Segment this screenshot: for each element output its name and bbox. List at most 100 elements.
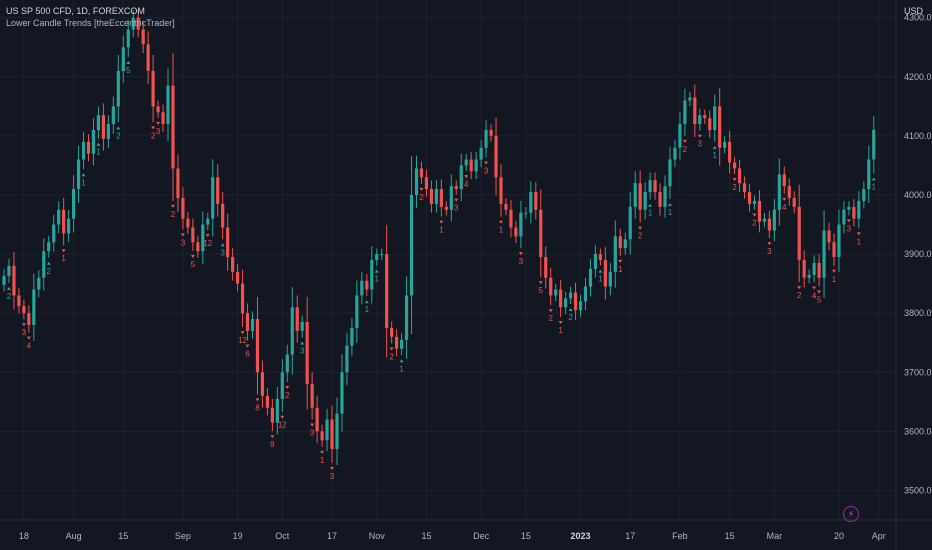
candle-body [484, 130, 488, 148]
candle-body [91, 130, 96, 154]
price-axis[interactable]: 3500.0 3600.0 3700.0 3800.0 3900.0 4000.0 4100… [904, 13, 932, 496]
candle [370, 246, 374, 304]
trend-marker: 3 [181, 233, 186, 247]
candle [221, 192, 225, 240]
trend-count-label: 1 [558, 326, 563, 335]
candle-body [578, 301, 583, 311]
candle [71, 175, 76, 233]
candle-body [534, 192, 538, 210]
candle-body [260, 372, 265, 396]
candle-body [867, 159, 871, 190]
trend-marker: 9 [270, 435, 275, 449]
candle [578, 294, 583, 317]
candle [673, 140, 677, 168]
triangle-up-icon [871, 177, 876, 181]
trend-marker: 1 [375, 269, 380, 284]
candle-body [86, 141, 91, 154]
candle [245, 303, 250, 341]
candle-body [653, 180, 657, 193]
triangle-up-icon [6, 287, 11, 291]
candle-body [52, 224, 56, 243]
candle [638, 170, 642, 223]
trend-count-label: 1 [365, 305, 370, 314]
time-tick-label: Apr [872, 531, 886, 541]
trend-count-label: 5 [539, 286, 544, 295]
trend-count-label: 12 [238, 336, 247, 345]
trend-count-label: 1 [81, 178, 86, 187]
candle [693, 84, 697, 137]
triangle-down-icon [205, 234, 210, 238]
trend-count-label: 2 [116, 131, 121, 140]
triangle-up-icon [399, 359, 404, 363]
candle [439, 179, 443, 217]
triangle-down-icon [310, 423, 315, 427]
trend-count-label: 3 [220, 248, 225, 257]
candle-body [196, 242, 200, 252]
candle-body [772, 209, 776, 231]
symbol-title[interactable]: US SP 500 CFD, 1D, FOREXCOM [6, 6, 145, 16]
candle-body [216, 177, 220, 204]
triangle-up-icon [116, 126, 121, 130]
candle-body [409, 195, 414, 296]
trend-count-label: 1 [320, 456, 325, 465]
candle [643, 182, 647, 220]
trend-marker: 1 [668, 202, 673, 217]
trend-count-label: 2 [683, 145, 688, 154]
triangle-down-icon [151, 126, 156, 130]
chart-legend: US SP 500 CFD, 1D, FOREXCOM Lower Candle… [6, 5, 175, 29]
triangle-down-icon [285, 386, 290, 390]
candle-body [404, 295, 409, 340]
candle [136, 10, 140, 38]
trend-marker: 1 [648, 203, 653, 218]
candle-body [57, 209, 61, 225]
lightning-icon[interactable]: ⚡ [843, 506, 859, 522]
trend-count-label: 1 [399, 364, 404, 373]
trend-count-label: 2 [419, 193, 424, 202]
triangle-up-icon [81, 173, 86, 177]
candle-body [598, 254, 602, 260]
candle-body [549, 277, 553, 296]
trend-marker: 1 [365, 300, 370, 314]
trend-count-label: 2 [47, 267, 52, 276]
candle-body [787, 186, 791, 198]
candle [459, 153, 463, 201]
time-tick-label: Nov [369, 531, 386, 541]
candle-body [723, 141, 727, 148]
candle-body [76, 159, 81, 190]
candle-body [842, 209, 846, 225]
candle-body [47, 242, 51, 252]
candle-body [678, 124, 682, 148]
trend-marker: 2 [389, 347, 394, 361]
triangle-down-icon [538, 281, 543, 285]
candle [688, 91, 692, 107]
triangle-down-icon [732, 178, 737, 182]
candle [156, 100, 160, 118]
candle-body [7, 265, 11, 276]
candle-body [643, 192, 647, 210]
time-axis[interactable]: 18 Aug 15 Sep 19 Oct 17 Nov 15 Dec 15 2023 17 Feb 15 Ma… [19, 531, 886, 541]
candle [22, 300, 26, 320]
indicator-label[interactable]: Lower Candle Trends [theEccentricTrader] [6, 18, 175, 28]
candle [275, 387, 279, 435]
candle-body [444, 206, 448, 210]
trend-count-label: 1 [832, 275, 837, 284]
trend-marker: 2 [683, 139, 688, 154]
candle [608, 263, 612, 296]
trend-marker: 3 [847, 219, 852, 233]
candle-body [494, 135, 498, 178]
time-tick-label: 15 [521, 531, 531, 541]
candle [633, 171, 637, 219]
trend-count-label: 1 [61, 254, 66, 263]
candle [802, 250, 806, 288]
trend-count-label: 3 [519, 257, 524, 266]
triangle-down-icon [782, 197, 787, 201]
candle-body [96, 115, 101, 130]
candle-body [131, 17, 135, 30]
candle-body [693, 97, 697, 125]
candle-body [638, 183, 642, 210]
candle-body [186, 218, 190, 228]
triangle-down-icon [156, 121, 161, 125]
candle-body [201, 224, 205, 252]
